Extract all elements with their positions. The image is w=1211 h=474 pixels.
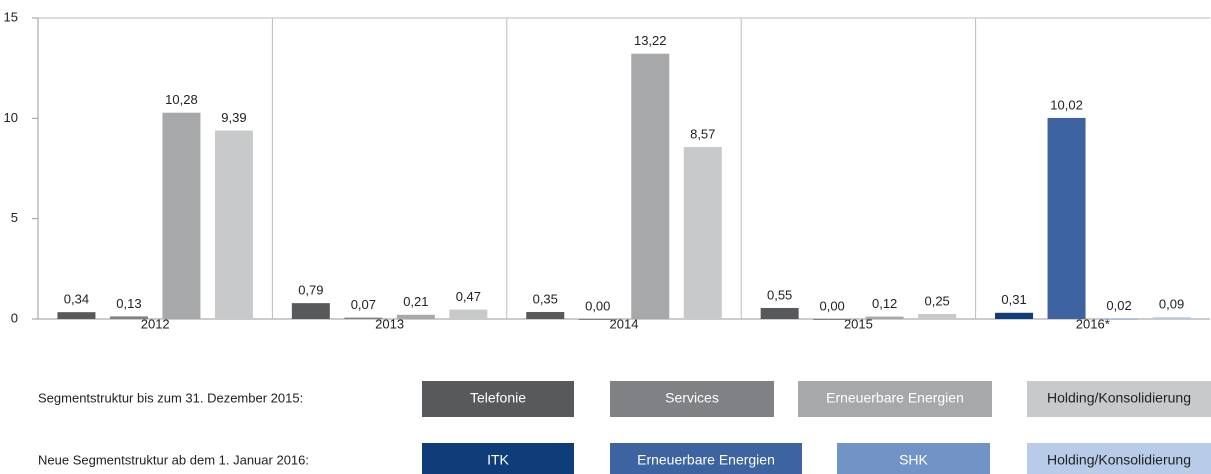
- legend-label: Erneuerbare Energien: [637, 452, 775, 468]
- legend-swatch: [422, 443, 574, 474]
- legend-swatch: [837, 443, 990, 474]
- value-label: 0,09: [1159, 297, 1184, 312]
- value-label: 0,79: [298, 283, 323, 298]
- value-label: 0,02: [1106, 298, 1131, 313]
- bar: [1047, 117, 1086, 319]
- legend-swatch: [610, 443, 802, 474]
- bar: [1152, 317, 1191, 319]
- legend-swatch: [798, 381, 992, 417]
- value-label: 0,25: [924, 293, 949, 308]
- bar: [214, 130, 253, 319]
- legend-label: SHK: [899, 452, 928, 468]
- x-tick-label: 2012: [141, 316, 170, 331]
- bar: [631, 53, 670, 320]
- bar: [578, 319, 617, 320]
- value-label: 0,00: [585, 298, 610, 313]
- bar: [57, 312, 96, 319]
- y-tick-label: 15: [4, 9, 18, 24]
- legend-label: Holding/Konsolidierung: [1047, 452, 1191, 468]
- legend-label: Holding/Konsolidierung: [1047, 390, 1191, 406]
- value-label: 0,34: [64, 292, 89, 307]
- value-label: 0,07: [351, 297, 376, 312]
- value-label: 13,22: [634, 33, 667, 48]
- legend-label: ITK: [487, 452, 509, 468]
- value-label: 0,55: [767, 287, 792, 302]
- bar: [813, 319, 852, 320]
- value-label: 9,39: [221, 110, 246, 125]
- legend-label: Erneuerbare Energien: [826, 390, 964, 406]
- value-label: 0,47: [456, 289, 481, 304]
- bar: [865, 316, 904, 319]
- legend-swatch: [1027, 443, 1211, 474]
- value-label: 0,00: [819, 298, 844, 313]
- value-label: 8,57: [690, 126, 715, 141]
- bar: [162, 112, 201, 320]
- value-label: 0,35: [533, 291, 558, 306]
- bar: [396, 314, 435, 319]
- x-tick-label: 2013: [375, 316, 404, 331]
- bar: [995, 312, 1034, 319]
- value-label: 0,31: [1001, 292, 1026, 307]
- x-tick-label: 2016*: [1076, 316, 1110, 331]
- value-label: 10,28: [165, 92, 198, 107]
- legend-group-label: Segmentstruktur bis zum 31. Dezember 201…: [38, 390, 303, 405]
- bar: [109, 316, 148, 319]
- y-tick-label: 10: [4, 110, 18, 125]
- legend-swatch: [610, 381, 774, 417]
- value-label: 10,02: [1050, 97, 1083, 112]
- legend-label: Telefonie: [470, 390, 526, 406]
- bar: [449, 309, 488, 319]
- bar: [291, 303, 330, 319]
- value-label: 0,12: [872, 296, 897, 311]
- bar: [344, 317, 383, 319]
- y-tick-label: 0: [11, 310, 18, 325]
- legend-group-label: Neue Segmentstruktur ab dem 1. Januar 20…: [38, 452, 309, 467]
- value-label: 0,13: [116, 296, 141, 311]
- bar: [1100, 318, 1139, 320]
- bar: [760, 307, 799, 319]
- legend-swatch: [1027, 381, 1211, 417]
- x-tick-label: 2014: [610, 316, 639, 331]
- legend-label: Services: [665, 390, 719, 406]
- y-tick-label: 5: [11, 210, 18, 225]
- bar: [526, 311, 565, 319]
- bar: [918, 313, 957, 319]
- legend-swatch: [422, 381, 574, 417]
- x-tick-label: 2015: [844, 316, 873, 331]
- bar: [683, 147, 722, 319]
- value-label: 0,21: [403, 294, 428, 309]
